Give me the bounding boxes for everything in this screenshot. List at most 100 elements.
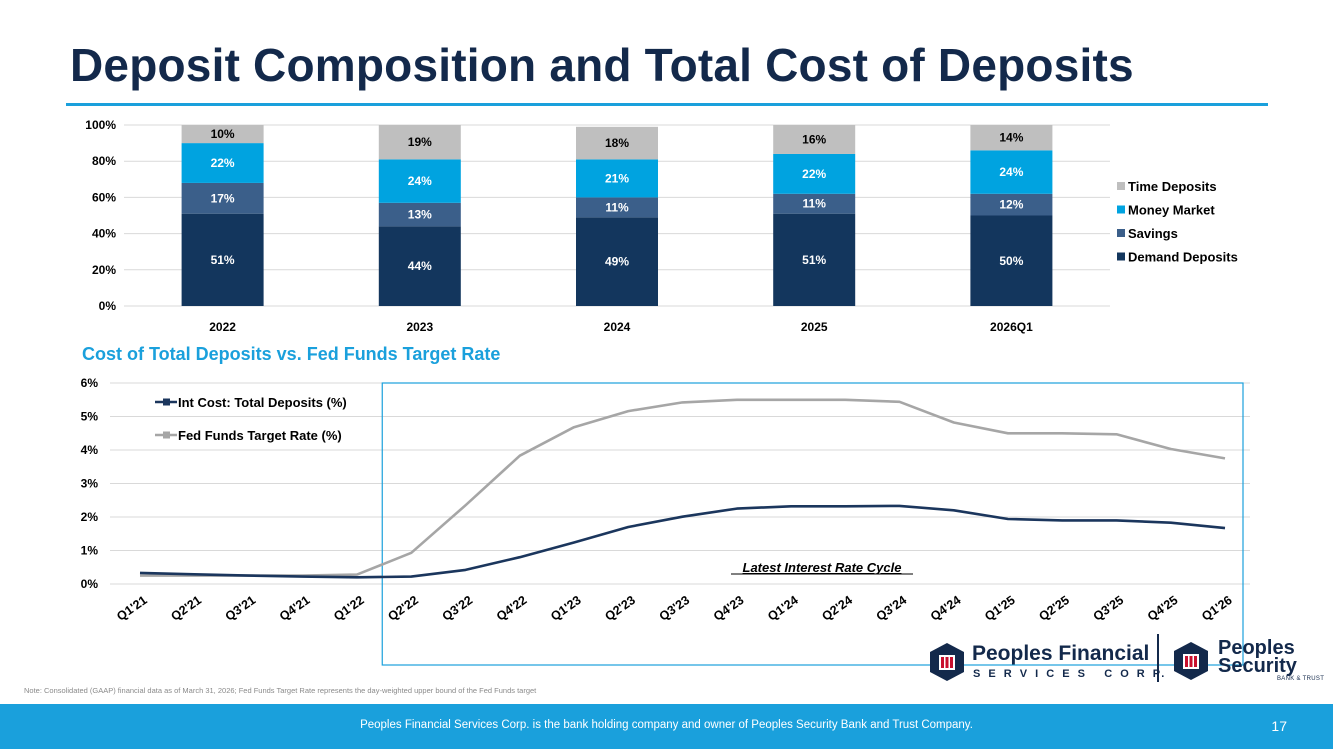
- psb-logo-mark-icon: [1174, 642, 1208, 680]
- cost-vs-fed-funds-chart: 0% 1% 2% 3% 4% 5% 6% Q1'21 Q2'21 Q3'21 Q4'21 Q1'22 Q…: [81, 376, 1250, 666]
- line-x-tick-label: Q4'23: [711, 593, 747, 624]
- line-x-tick-label: Q4'21: [277, 593, 313, 624]
- line-legend-label: Fed Funds Target Rate (%): [178, 428, 342, 443]
- bar-legend-label: Demand Deposits: [1128, 250, 1238, 265]
- line-y-tick-label: 0%: [81, 577, 99, 591]
- line-x-tick-label: Q2'24: [819, 593, 855, 624]
- footer-text: Peoples Financial Services Corp. is the …: [360, 719, 973, 731]
- bar-x-tick-label: 2022: [209, 320, 236, 334]
- bar-segment: [576, 217, 658, 306]
- bar-segment: [970, 125, 1053, 151]
- bar-y-tick-label: 40%: [92, 227, 116, 241]
- bar-data-label: 51%: [211, 253, 235, 267]
- line-y-tick-label: 1%: [81, 544, 99, 558]
- bar-data-label: 24%: [408, 174, 432, 188]
- bar-legend-swatch: [1117, 205, 1125, 214]
- bar-legend-swatch: [1117, 182, 1125, 190]
- logo-divider: [1157, 634, 1159, 682]
- line-x-tick-label: Q4'22: [494, 593, 530, 624]
- rate-cycle-annotation: Latest Interest Rate Cycle: [743, 560, 902, 575]
- bar-segment: [576, 126, 658, 160]
- bar-x-tick-label: 2026Q1: [990, 320, 1033, 334]
- line-chart-title: Cost of Total Deposits vs. Fed Funds Tar…: [82, 344, 501, 364]
- footnote: Note: Consolidated (GAAP) financial data…: [24, 686, 537, 695]
- line-y-tick-label: 3%: [81, 477, 99, 491]
- bar-segment: [773, 125, 856, 154]
- bar-legend-label: Money Market: [1128, 203, 1215, 218]
- line-x-tick-label: Q1'25: [982, 593, 1018, 624]
- line-x-tick-label: Q3'21: [223, 593, 259, 624]
- psb-logo-line2: Security: [1218, 655, 1297, 677]
- footer-bar: [0, 704, 1333, 749]
- bar-data-label: 14%: [999, 131, 1023, 145]
- bar-data-label: 18%: [605, 136, 629, 150]
- bar-segment: [378, 226, 461, 306]
- bar-x-tick-label: 2023: [406, 320, 433, 334]
- line-x-tick-label: Q2'21: [168, 593, 204, 624]
- fed-funds-line: [140, 398, 1226, 577]
- page-number: 17: [1271, 718, 1287, 734]
- line-y-tick-label: 2%: [81, 510, 99, 524]
- page-title: Deposit Composition and Total Cost of De…: [70, 39, 1134, 91]
- bar-segment: [773, 153, 856, 194]
- bar-data-label: 13%: [408, 208, 432, 222]
- line-x-tick-label: Q4'24: [928, 593, 964, 624]
- bar-segment: [378, 202, 461, 227]
- line-legend-marker: [163, 398, 170, 406]
- bar-data-label: 19%: [408, 135, 432, 149]
- bar-segment: [378, 125, 461, 160]
- bar-x-tick-label: 2024: [604, 320, 631, 334]
- bar-y-tick-label: 60%: [92, 190, 116, 204]
- bar-segment: [970, 193, 1053, 216]
- bar-segment: [181, 125, 264, 144]
- bar-segment: [181, 143, 264, 183]
- deposit-composition-chart: 0% 20% 40% 60% 80% 100% 51% 17% 22% 10% 2022 44% 13%…: [85, 118, 1238, 334]
- bar-segment: [181, 213, 264, 306]
- line-x-tick-label: Q2'25: [1036, 593, 1072, 624]
- title-underline: [66, 103, 1268, 106]
- int-cost-line: [139, 504, 1226, 579]
- pfs-logo-name: Peoples Financial: [972, 642, 1150, 665]
- bar-legend-label: Savings: [1128, 226, 1178, 241]
- bar-data-label: 44%: [408, 259, 432, 273]
- bar-segment: [970, 150, 1053, 194]
- bar-data-label: 10%: [211, 127, 235, 141]
- bar-segment: [378, 159, 461, 203]
- psb-logo-line1: Peoples: [1218, 637, 1295, 659]
- bar-legend-label: Time Deposits: [1128, 179, 1217, 194]
- line-x-tick-label: Q3'24: [874, 593, 910, 624]
- line-x-tick-label: Q2'23: [602, 593, 638, 624]
- line-x-tick-label: Q1'24: [765, 593, 801, 624]
- line-x-tick-label: Q2'22: [385, 593, 421, 624]
- bar-data-label: 22%: [211, 156, 235, 170]
- line-x-tick-label: Q3'25: [1091, 593, 1127, 624]
- bar-segment: [773, 213, 856, 306]
- bar-x-tick-label: 2025: [801, 320, 828, 334]
- pfs-logo-mark-icon: [930, 643, 964, 681]
- bar-segment: [576, 159, 658, 198]
- line-y-tick-label: 6%: [81, 376, 99, 390]
- bar-data-label: 49%: [605, 255, 629, 269]
- psb-logo-line3: BANK & TRUST: [1277, 676, 1325, 682]
- bar-data-label: 17%: [211, 191, 235, 205]
- bar-data-label: 11%: [803, 197, 827, 211]
- bar-legend-swatch: [1117, 252, 1125, 261]
- bar-data-label: 11%: [605, 200, 629, 214]
- bar-segment: [970, 215, 1053, 306]
- line-y-tick-label: 4%: [81, 443, 99, 457]
- bar-segment: [181, 182, 264, 214]
- bar-y-tick-label: 80%: [92, 154, 116, 168]
- bar-data-label: 16%: [802, 132, 826, 146]
- line-x-tick-label: Q1'21: [114, 593, 150, 624]
- bar-data-label: 50%: [999, 254, 1023, 268]
- psb-logo: Peoples Security BANK & TRUST: [1172, 637, 1325, 686]
- bar-data-label: 21%: [605, 171, 629, 185]
- bar-data-label: 22%: [802, 167, 826, 181]
- line-legend-marker: [163, 431, 170, 439]
- bar-data-label: 12%: [999, 198, 1023, 212]
- bar-y-tick-label: 0%: [99, 299, 117, 313]
- line-x-tick-label: Q3'22: [440, 593, 476, 624]
- line-x-tick-label: Q1'23: [548, 593, 584, 624]
- bar-segment: [576, 197, 658, 218]
- bar-data-label: 24%: [999, 165, 1023, 179]
